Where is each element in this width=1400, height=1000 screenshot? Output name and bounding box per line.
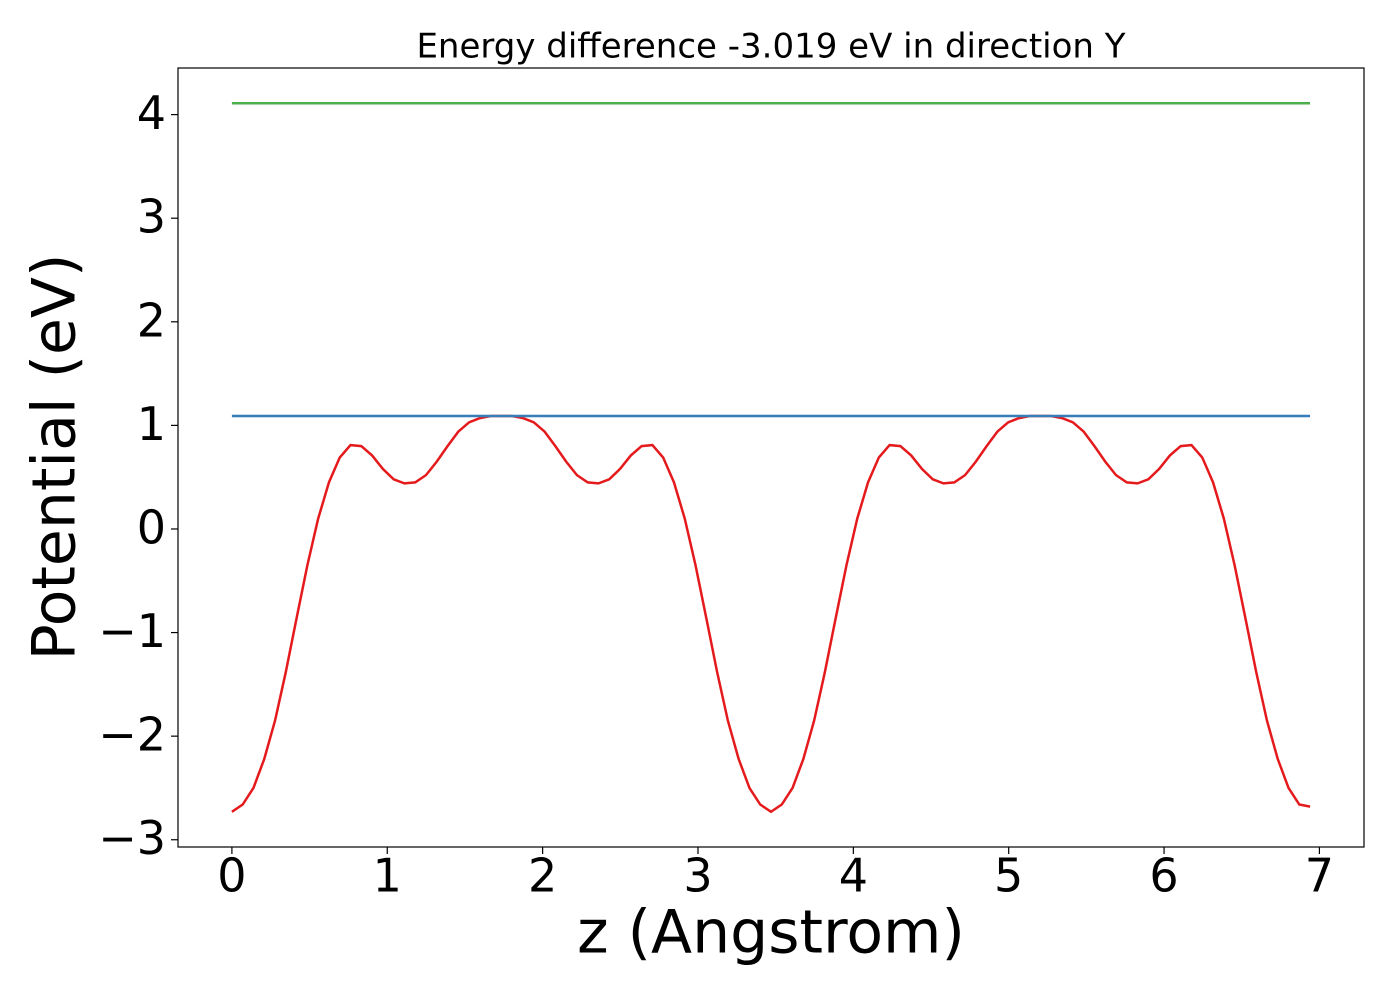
x-tick-label: 1 <box>373 849 402 903</box>
x-tick-label: 3 <box>683 849 712 903</box>
plot-frame <box>177 67 1365 848</box>
x-tick-label: 7 <box>1305 849 1334 903</box>
x-tick-label: 0 <box>217 849 246 903</box>
x-tick-label: 2 <box>528 849 557 903</box>
y-tick-label: 1 <box>137 397 166 451</box>
y-tick-label: 2 <box>137 293 166 347</box>
x-tick-label: 5 <box>994 849 1023 903</box>
y-tick-label: −3 <box>98 811 166 865</box>
y-axis-label: Potential (eV) <box>20 254 90 661</box>
data-line <box>231 414 1311 814</box>
x-tick-label: 4 <box>839 849 868 903</box>
y-tick-label: 4 <box>137 86 166 140</box>
y-tick-label: −1 <box>98 604 166 658</box>
x-tick-label: 6 <box>1149 849 1178 903</box>
y-tick-label: 3 <box>137 190 166 244</box>
y-tick-label: −2 <box>98 708 166 762</box>
x-axis-label: z (Angstrom) <box>577 898 965 968</box>
chart-title: Energy difference -3.019 eV in direction… <box>416 27 1125 67</box>
y-tick-label: 0 <box>137 500 166 554</box>
